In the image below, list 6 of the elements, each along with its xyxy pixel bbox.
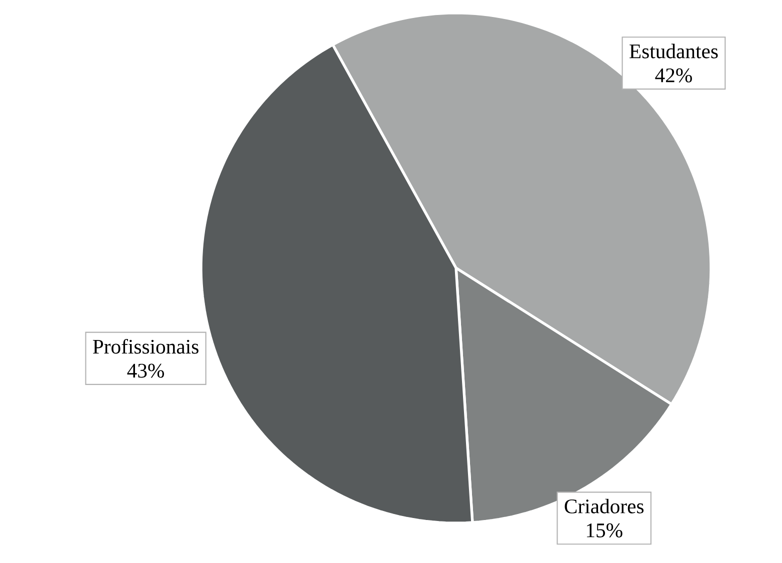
data-label: 15%: [586, 523, 622, 538]
slice-label: Profissionais: [92, 338, 198, 354]
slice-label: Criadores: [564, 498, 644, 514]
data-label: 42%: [655, 68, 692, 82]
data-label: 43%: [127, 364, 164, 378]
slice-label: Estudantes: [630, 44, 718, 58]
